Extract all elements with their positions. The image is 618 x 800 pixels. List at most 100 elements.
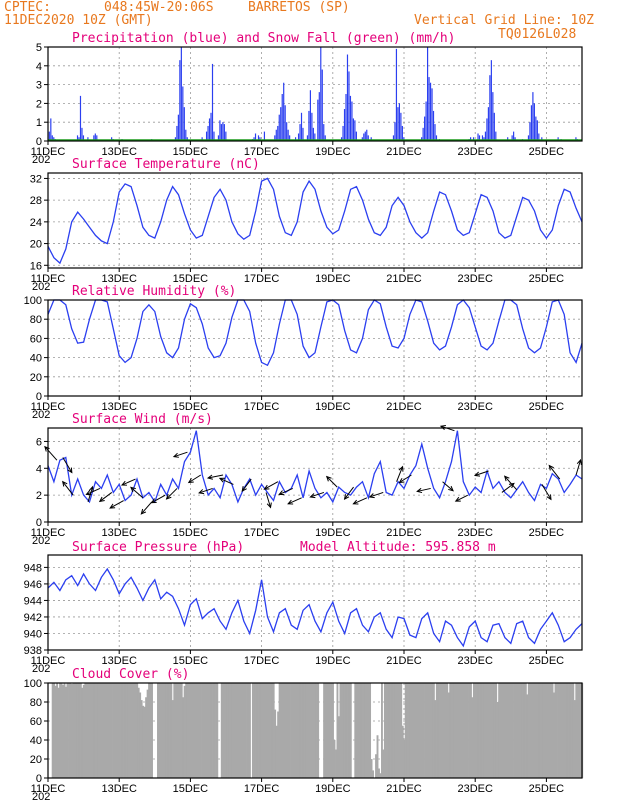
cloud-cover-bar [563,683,566,778]
cloud-cover-bar [458,683,461,778]
cloud-cover-bar [495,683,498,778]
y-tick-label: 0 [36,391,42,403]
cloud-cover-bar [406,683,409,778]
cloud-cover-bar [257,683,260,778]
precipitation-bar [434,124,436,141]
wind-arrow-head [278,490,285,496]
cloud-cover-bar [535,683,538,778]
cloud-cover-bar [536,683,539,778]
cloud-cover-bar [275,725,278,778]
cloud-cover-bar [134,683,137,778]
panel-frame [47,299,583,397]
cloud-cover-bar [176,683,179,778]
precipitation-bar [424,116,426,141]
cloud-cover-bar [425,683,428,778]
wind-arrow [62,481,74,496]
x-year-label: 202 [32,154,50,166]
cloud-cover-bar [484,683,487,778]
precipitation-bar [538,133,540,141]
precipitation-bar [481,135,484,141]
header-city: BARRETOS (SP) [248,0,350,15]
cloud-cover-bar [538,683,541,778]
precipitation-bar [281,94,283,141]
cloud-cover-bar [82,684,85,778]
precipitation-bar [317,99,319,141]
y-tick-label: 938 [24,645,42,657]
x-tick-label: 13DEC [101,527,137,539]
cloud-cover-bar [149,683,152,778]
cloud-cover-bar [213,683,216,778]
y-tick-label: 16 [30,260,42,272]
y-tick-label: 6 [36,436,42,448]
x-year-label: 202 [32,791,50,800]
cloud-cover-bar [381,683,383,778]
cloud-cover-bar [486,683,489,778]
cloud-cover-bar [269,683,272,778]
wind-arrow [62,457,73,473]
cloud-cover-bar [345,683,348,778]
x-tick-label: 15DEC [173,655,209,667]
panel-frame [47,46,583,142]
series-line [47,177,583,265]
x-tick-label: 21DEC [386,401,422,413]
cloud-cover-bar [499,683,502,778]
x-tick-label: 19DEC [315,783,351,795]
precipitation-bar [302,127,304,141]
cloud-cover-bar [201,683,204,778]
cloud-cover-bar [529,683,532,778]
cloud-cover-bar [478,683,481,778]
cloud-cover-bar [527,683,530,778]
precipitation-bar [297,133,300,141]
precipitation-bar [93,135,95,141]
cloud-cover-bar [383,683,386,778]
cloud-cover-bar [317,683,320,778]
cloud-cover-bar [388,683,391,778]
precipitation-bar [342,125,344,141]
wind-arrow [44,446,58,461]
x-tick-label: 25DEC [529,655,565,667]
cloud-cover-bar [339,683,342,778]
precipitation-bar [201,137,203,141]
cloud-cover-bar [143,706,146,778]
precipitation-bar [308,110,310,141]
cloud-cover-bar [235,683,238,778]
cloud-cover-bar [492,683,495,778]
x-tick-label: 21DEC [386,273,422,285]
precipitation-bar [487,107,489,141]
cloud-cover-bar [441,683,444,778]
wind-arrow-head [352,499,359,505]
cloud-cover-bar [400,683,403,778]
precipitation-bar [283,82,285,141]
precipitation-bar [527,135,530,141]
x-tick-label: 15DEC [173,146,209,158]
cloud-cover-bar [237,683,240,778]
cloud-cover-bar [293,683,296,778]
y-tick-label: 20 [30,754,42,766]
cloud-cover-bar [474,683,477,778]
precipitation-bar [363,133,365,141]
precipitation-bar [275,129,277,141]
x-tick-label: 23DEC [457,655,493,667]
cloud-cover-bar [329,683,331,778]
cloud-cover-bar [392,683,395,778]
wind-arrow [396,466,404,482]
cloud-cover-bar [333,740,336,778]
precipitation-bar [253,137,255,141]
wind-arrow [310,491,325,498]
cloud-cover-bar [560,683,563,778]
wind-arrow [241,478,252,492]
cloud-cover-bar [510,683,512,778]
precipitation-bar [278,114,280,141]
precipitation-bar [259,137,261,141]
cloud-cover-bar [487,683,490,778]
wind-arrow [264,481,279,490]
wind-arrow [207,474,224,479]
precipitation-bar [50,118,52,141]
cloud-cover-bar [105,683,107,778]
cloud-cover-bar [410,683,413,778]
cloud-cover-bar [121,683,124,778]
x-tick-label: 11DEC [31,273,66,285]
cloud-cover-bar [137,687,140,778]
cloud-cover-bar [59,683,62,778]
cloud-cover-bar [53,683,56,778]
